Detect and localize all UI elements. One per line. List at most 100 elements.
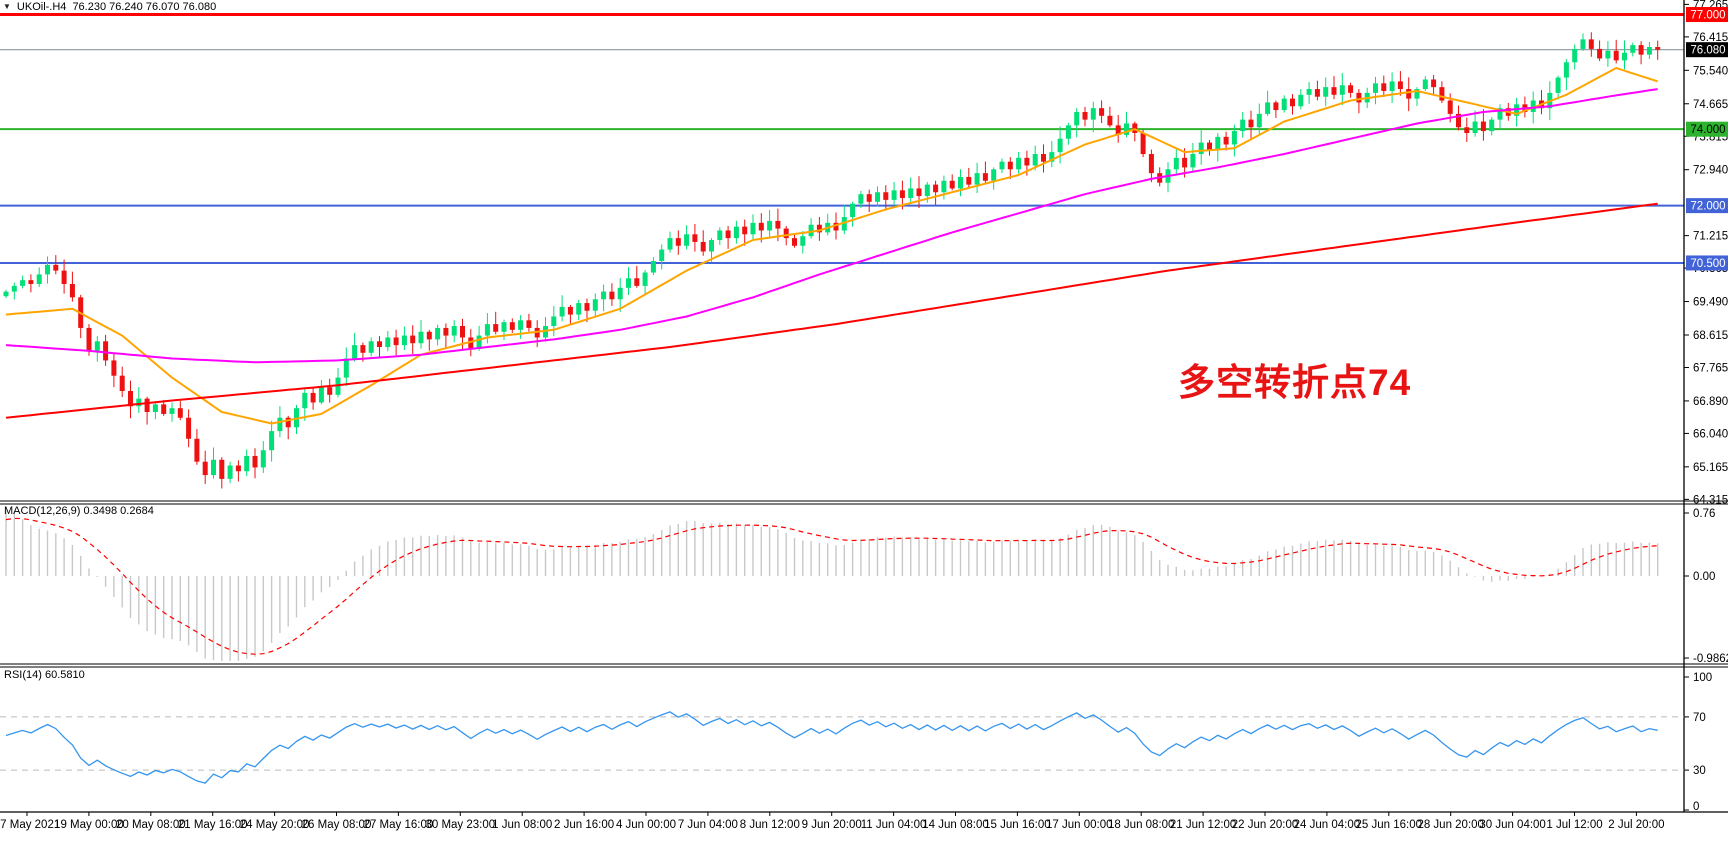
price-tick-label: 69.490 (1693, 297, 1728, 309)
candle-body (966, 176, 972, 185)
candle-body (908, 188, 914, 198)
candle-body (1597, 48, 1603, 59)
candle-body (61, 270, 67, 284)
candle-body (119, 375, 125, 391)
candle-body (468, 337, 474, 349)
candle-body (1115, 125, 1121, 135)
chevron-down-icon[interactable]: ▼ (3, 1, 11, 11)
candle-body (999, 161, 1005, 170)
macd-signal-line (5, 517, 1658, 655)
candle-body (1198, 142, 1204, 155)
chart-annotation-text[interactable]: 多空转折点74 (1178, 362, 1412, 403)
date-tick-label: 20 May 08:00 (116, 819, 186, 831)
candle-body (269, 431, 275, 451)
candle-body (916, 188, 922, 197)
candle-body (875, 192, 880, 202)
candle-body (775, 220, 781, 229)
candle-body (1572, 48, 1578, 63)
candle-body (476, 335, 482, 349)
price-level-badge (1686, 7, 1728, 23)
candle-body (667, 238, 673, 250)
candle-body (1090, 108, 1096, 120)
candle-body (186, 417, 192, 439)
date-tick-label: 27 May 16:00 (364, 819, 434, 831)
candle-body (1024, 157, 1030, 166)
candle-body (385, 337, 391, 348)
candle-body (883, 192, 889, 200)
candle-body (551, 316, 557, 327)
candle-body (352, 345, 358, 359)
price-tick-label: 64.315 (1693, 494, 1728, 506)
date-tick-label: 1 Jun 08:00 (492, 819, 552, 831)
candle-body (194, 438, 200, 462)
candle-body (136, 398, 142, 407)
candle-body (1646, 47, 1652, 55)
price-tick-label: 67.765 (1693, 362, 1728, 374)
candle-body (1397, 81, 1403, 90)
rsi-layer (0, 711, 1684, 784)
candle-body (700, 241, 706, 252)
candle-body (443, 327, 449, 336)
candles-layer (3, 32, 1661, 489)
candle-body (1231, 131, 1237, 145)
date-tick-label: 22 Jun 20:00 (1232, 819, 1299, 831)
candle-body (1630, 45, 1636, 53)
moving-averages-layer (5, 67, 1659, 425)
candle-body (1580, 39, 1586, 49)
date-tick-label: 8 Jun 12:00 (740, 819, 800, 831)
moving-average-line (5, 88, 1658, 364)
candle-body (3, 291, 9, 297)
candle-body (177, 408, 183, 418)
candle-body (111, 360, 117, 376)
candle-body (1456, 113, 1461, 128)
candle-body (1016, 157, 1022, 170)
candle-body (69, 283, 75, 298)
candle-body (1248, 119, 1254, 128)
candle-body (1464, 127, 1470, 134)
candle-body (518, 320, 524, 330)
price-level-badge (1686, 255, 1728, 271)
candle-body (426, 331, 432, 340)
candle-body (1215, 136, 1221, 151)
macd-layer (5, 507, 1659, 661)
candle-body (526, 320, 532, 328)
candle-body (36, 274, 42, 284)
candle-body (742, 226, 748, 235)
date-tick-label: 30 May 23:00 (425, 819, 495, 831)
candle-body (767, 220, 773, 231)
candle-body (493, 324, 499, 332)
candle-body (435, 327, 441, 340)
candle-body (792, 238, 797, 246)
candle-body (816, 224, 822, 233)
date-tick-label: 4 Jun 00:00 (616, 819, 676, 831)
candle-body (675, 238, 681, 246)
candle-body (626, 278, 631, 288)
candle-body (609, 291, 615, 300)
rsi-tick-label: 30 (1693, 765, 1706, 777)
candle-body (227, 465, 233, 479)
date-tick-label: 18 Jun 08:00 (1108, 819, 1175, 831)
candle-body (1140, 133, 1146, 155)
candle-body (1588, 39, 1594, 49)
date-tick-label: 19 May 00:00 (54, 819, 124, 831)
candle-body (1032, 154, 1038, 166)
price-tick-label: 71.215 (1693, 231, 1728, 243)
macd-tick-label: -0.9862 (1693, 653, 1728, 665)
candle-body (601, 291, 607, 300)
candle-body (1314, 89, 1320, 97)
candle-body (169, 408, 175, 414)
candle-body (1406, 89, 1412, 99)
candle-body (1049, 152, 1055, 162)
candle-body (1431, 79, 1437, 88)
price-level-badge (1686, 121, 1728, 137)
rsi-tick-label: 100 (1693, 672, 1712, 684)
candle-body (733, 226, 739, 239)
moving-average-line (5, 67, 1659, 425)
candle-body (318, 387, 324, 403)
candle-body (152, 404, 158, 413)
date-tick-label: 17 Jun 00:00 (1046, 819, 1113, 831)
candle-body (1472, 121, 1478, 134)
date-tick-label: 26 May 08:00 (302, 819, 372, 831)
